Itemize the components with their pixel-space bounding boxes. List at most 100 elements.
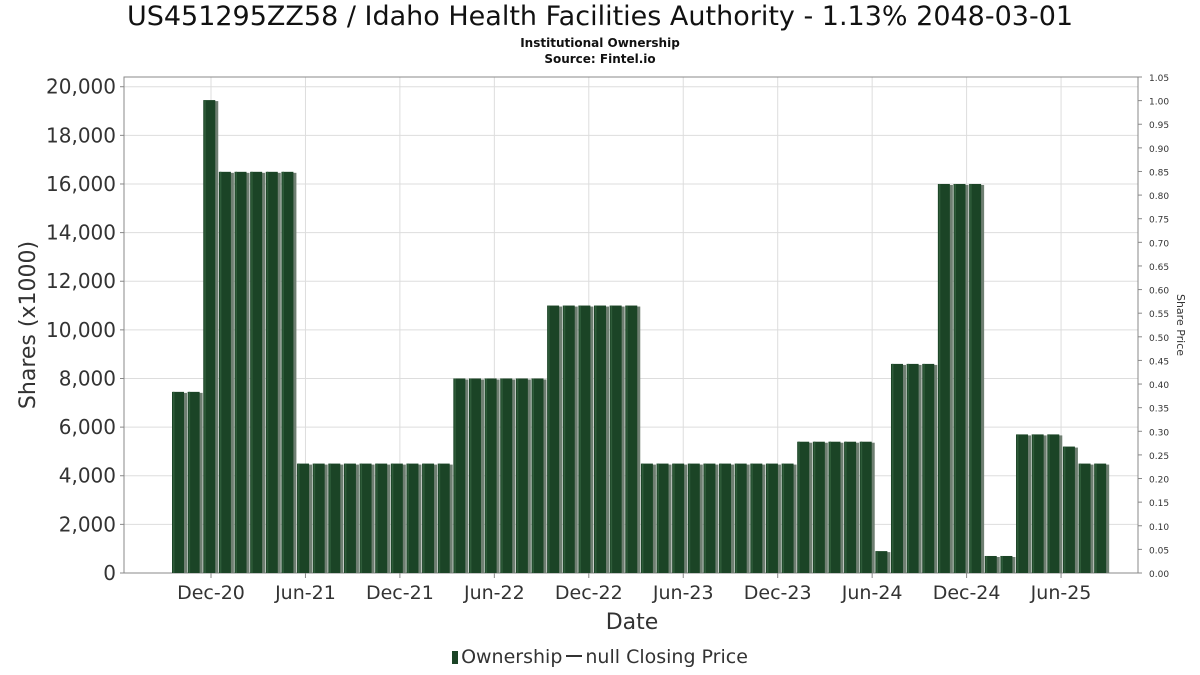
bar xyxy=(578,305,594,573)
bar-highlight xyxy=(891,363,894,573)
bar xyxy=(687,463,703,573)
bar xyxy=(1062,446,1078,573)
bar-fill xyxy=(234,171,247,573)
bar-fill xyxy=(515,378,528,573)
bar-fill xyxy=(453,378,466,573)
y-tick-label: 20,000 xyxy=(46,75,116,99)
bar xyxy=(969,183,985,573)
bar-fill xyxy=(437,463,450,573)
bar xyxy=(781,463,797,573)
bar-highlight xyxy=(485,378,488,573)
y2-tick-label: 0.20 xyxy=(1149,476,1169,486)
bar-highlight xyxy=(1017,434,1019,573)
y-axis-label: Shares (x1000) xyxy=(16,241,41,409)
bar xyxy=(922,363,938,573)
bar-highlight xyxy=(501,378,503,573)
bar-fill xyxy=(969,183,982,573)
bar xyxy=(672,463,688,573)
bar xyxy=(719,463,735,573)
y-tick-label: 12,000 xyxy=(46,269,116,293)
bar xyxy=(343,463,359,573)
x-tick-label: Jun-25 xyxy=(1030,582,1092,604)
bar-highlight xyxy=(720,463,722,573)
bar-highlight xyxy=(532,378,534,573)
y2-tick-label: 0.90 xyxy=(1149,145,1169,155)
bar-highlight xyxy=(766,463,769,573)
bar-highlight xyxy=(579,305,581,573)
y2-tick-label: 0.80 xyxy=(1149,192,1169,202)
y2-tick-label: 0.70 xyxy=(1149,239,1169,249)
bar-fill xyxy=(640,463,653,573)
bar xyxy=(437,463,453,573)
y2-tick-label: 0.05 xyxy=(1149,546,1169,556)
bar xyxy=(734,463,750,573)
y-tick-label: 10,000 xyxy=(46,318,116,342)
y-tick-label: 0 xyxy=(103,561,116,585)
bar-highlight xyxy=(985,555,988,573)
bar-fill xyxy=(656,463,669,573)
bar-highlight xyxy=(1063,446,1066,573)
bar-highlight xyxy=(173,391,175,573)
bar xyxy=(468,378,484,573)
bar xyxy=(359,463,375,573)
bar-highlight xyxy=(907,363,910,573)
bar xyxy=(297,463,313,573)
bar-highlight xyxy=(938,183,941,573)
bar-fill xyxy=(250,171,263,573)
bar-fill xyxy=(172,391,184,573)
bar xyxy=(562,305,578,573)
bar xyxy=(531,378,547,573)
bar-fill xyxy=(906,363,919,573)
bar xyxy=(390,463,406,573)
bar xyxy=(828,441,844,573)
bar xyxy=(1047,434,1063,573)
bar-highlight xyxy=(407,463,409,573)
y2-tick-label: 0.00 xyxy=(1149,570,1169,580)
bar xyxy=(265,171,281,573)
bar-fill xyxy=(875,551,888,573)
bar-highlight xyxy=(1032,434,1035,573)
bar-fill xyxy=(859,441,872,573)
bar-highlight xyxy=(469,378,472,573)
bar xyxy=(844,441,860,573)
bar xyxy=(172,391,187,573)
bar-fill xyxy=(203,100,216,574)
y2-tick-label: 0.35 xyxy=(1149,405,1169,415)
bar-highlight xyxy=(954,183,956,573)
x-tick-label: Dec-20 xyxy=(177,582,245,604)
x-tick-label: Jun-24 xyxy=(841,582,903,604)
bar xyxy=(234,171,250,573)
bar-fill xyxy=(890,363,903,573)
y-tick-label: 6,000 xyxy=(59,415,116,439)
bar xyxy=(1094,463,1110,573)
legend: Ownership null Closing Price xyxy=(0,646,1200,668)
bar-fill xyxy=(297,463,310,573)
bar-fill xyxy=(375,463,388,573)
bar-highlight xyxy=(344,463,347,573)
y2-tick-label: 0.95 xyxy=(1149,121,1169,131)
x-axis: Dec-20 Jun-21 Dec-21 Jun-22 Dec-22 Jun-23 Dec-… xyxy=(177,573,1091,604)
bar-fill xyxy=(422,463,435,573)
bar-highlight xyxy=(204,100,206,574)
y2-tick-label: 1.05 xyxy=(1149,74,1169,84)
bar-fill xyxy=(1047,434,1060,573)
bar xyxy=(656,463,672,573)
bar-fill xyxy=(625,305,638,573)
bar xyxy=(203,100,219,574)
x-axis-label: Date xyxy=(606,610,659,635)
bar-highlight xyxy=(454,378,456,573)
bar-fill xyxy=(1062,446,1075,573)
bar-fill xyxy=(703,463,716,573)
y2-tick-label: 0.60 xyxy=(1149,287,1169,297)
bar-highlight xyxy=(376,463,378,573)
bar-fill xyxy=(828,441,841,573)
bar-fill xyxy=(594,305,607,573)
y-tick-label: 8,000 xyxy=(59,366,116,390)
bar-fill xyxy=(687,463,700,573)
bar-fill xyxy=(312,463,325,573)
bar xyxy=(1078,463,1094,573)
bar-highlight xyxy=(782,463,785,573)
y2-tick-label: 0.65 xyxy=(1149,263,1169,273)
bar-highlight xyxy=(563,305,566,573)
bar-fill xyxy=(547,305,560,573)
